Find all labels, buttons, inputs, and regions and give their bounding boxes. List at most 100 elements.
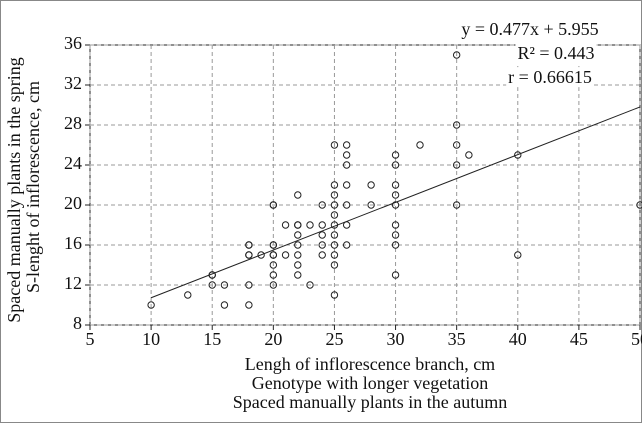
- point: [306, 221, 314, 229]
- point: [452, 121, 461, 129]
- x-tick-label: 35: [448, 329, 466, 349]
- annotation-bg: [506, 67, 594, 88]
- point: [636, 201, 642, 209]
- x-tick-label: 40: [509, 329, 527, 349]
- x-tick-label: 45: [570, 329, 588, 349]
- point: [294, 191, 302, 199]
- point: [452, 201, 461, 209]
- point: [330, 291, 339, 299]
- point: [330, 191, 339, 199]
- x-tick-label: 30: [387, 329, 405, 349]
- point: [391, 201, 400, 209]
- x-axis-label: Lengh of inflorescence branch, cm: [245, 354, 495, 374]
- point: [330, 221, 339, 229]
- point: [257, 251, 265, 259]
- point: [514, 151, 522, 159]
- point: [318, 241, 326, 249]
- y-tick-label: 12: [64, 273, 82, 293]
- y-tick-label: 36: [64, 33, 82, 53]
- point: [367, 181, 375, 189]
- point: [452, 161, 461, 169]
- point: [269, 261, 278, 269]
- point: [330, 261, 339, 269]
- point: [367, 201, 375, 209]
- point: [294, 271, 302, 279]
- point: [208, 271, 216, 279]
- x-axis-label: Spaced manually plants in the autumn: [233, 392, 507, 412]
- point: [269, 271, 278, 279]
- point: [220, 281, 229, 289]
- y-tick-label: 32: [64, 73, 82, 93]
- point: [452, 51, 461, 59]
- x-tick-label: 15: [203, 329, 221, 349]
- point: [281, 221, 290, 229]
- point: [342, 221, 351, 229]
- point: [330, 141, 339, 149]
- point: [342, 181, 351, 189]
- point: [294, 231, 302, 239]
- point: [318, 251, 326, 259]
- point: [342, 241, 351, 249]
- point: [330, 181, 339, 189]
- point: [245, 301, 253, 309]
- point: [342, 201, 351, 209]
- point: [514, 251, 522, 259]
- point: [342, 151, 351, 159]
- y-tick-label: 24: [64, 153, 82, 173]
- point: [318, 231, 326, 239]
- point: [245, 251, 253, 259]
- point: [416, 141, 424, 149]
- point: [330, 251, 339, 259]
- point: [391, 181, 400, 189]
- x-tick-label: 10: [142, 329, 160, 349]
- y-tick-label: 8: [73, 313, 82, 333]
- point: [269, 251, 278, 259]
- point: [391, 191, 400, 199]
- point: [391, 231, 400, 239]
- point: [391, 241, 400, 249]
- point: [147, 301, 155, 309]
- point: [184, 291, 192, 299]
- x-tick-label: 50: [631, 329, 642, 349]
- point: [391, 271, 400, 279]
- annotation: y = 0.477x + 5.955: [461, 19, 598, 39]
- y-axis-label: Spaced manually plants in the spring: [4, 57, 24, 322]
- point: [269, 241, 278, 249]
- x-tick-label: 25: [325, 329, 343, 349]
- point: [391, 151, 400, 159]
- point: [269, 281, 278, 289]
- annotation-bg: [515, 43, 597, 64]
- y-axis-label: S-lenght of inflorescence, cm: [23, 81, 43, 293]
- x-tick-label: 5: [86, 329, 95, 349]
- point: [391, 221, 400, 229]
- point: [330, 201, 339, 209]
- point: [269, 201, 278, 209]
- point: [330, 231, 339, 239]
- point: [245, 241, 253, 249]
- point: [318, 201, 326, 209]
- annotation: r = 0.66615: [508, 67, 592, 87]
- point: [306, 281, 314, 289]
- y-tick-label: 16: [64, 233, 82, 253]
- point: [281, 251, 290, 259]
- point: [330, 241, 339, 249]
- point: [294, 251, 302, 259]
- y-tick-label: 20: [64, 193, 82, 213]
- y-tick-label: 28: [64, 113, 82, 133]
- point: [391, 161, 400, 169]
- point: [220, 301, 229, 309]
- point: [294, 261, 302, 269]
- point: [465, 151, 473, 159]
- annotation: R² = 0.443: [517, 43, 594, 63]
- point: [208, 281, 216, 289]
- point: [294, 221, 302, 229]
- point: [294, 241, 302, 249]
- x-tick-label: 20: [264, 329, 282, 349]
- point: [342, 161, 351, 169]
- point: [342, 141, 351, 149]
- trend-line: [150, 106, 641, 299]
- point: [318, 221, 326, 229]
- point: [330, 211, 339, 219]
- x-axis-label: Genotype with longer vegetation: [252, 373, 488, 393]
